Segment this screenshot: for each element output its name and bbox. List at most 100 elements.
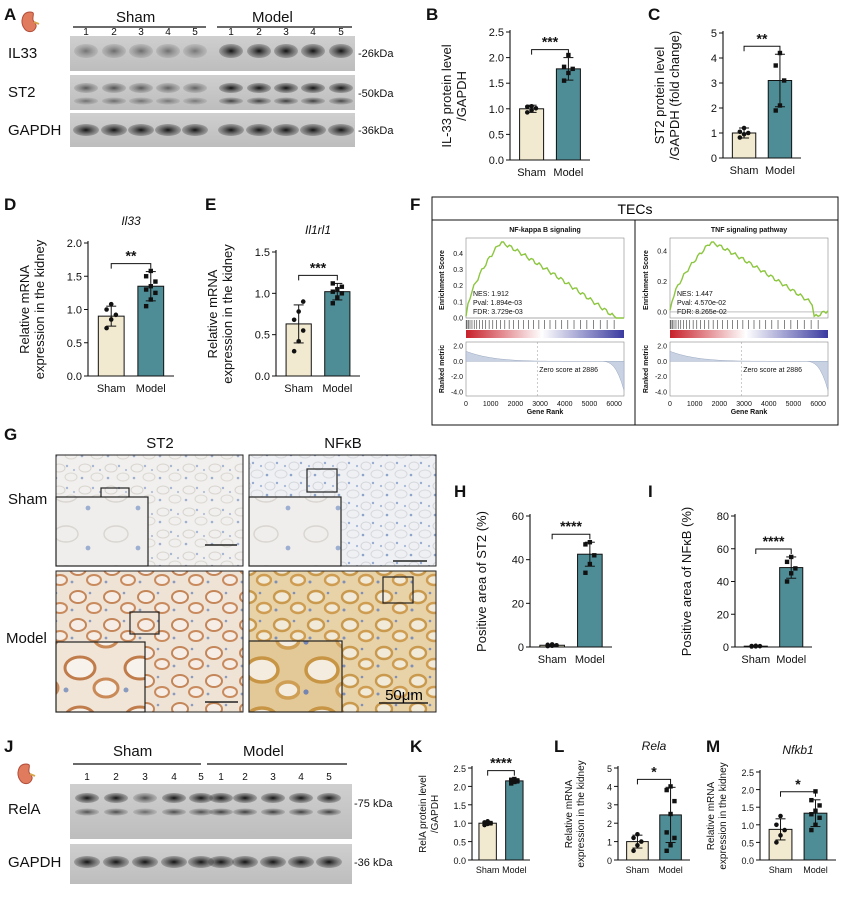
gsea-tnf-metric-tick: -2.0 (655, 374, 667, 381)
gsea-nfkb-xtick: 3000 (532, 401, 548, 408)
blot-j-band-row2-lane3 (132, 856, 158, 868)
gsea-tnf-pval: Pval: 4.570e-02 (677, 300, 726, 307)
gsea-tnf-xtick: 1000 (687, 401, 703, 408)
blot-j-band-row2-lane10 (316, 856, 342, 868)
gsea-tnf-xtick: 4000 (761, 401, 777, 408)
chart-m-ylabel: Relative mRNA (706, 782, 717, 851)
chart-l-ytick-label: 5 (607, 764, 612, 774)
gsea-nfkb-metric-tick: 2.0 (453, 343, 463, 350)
gsea-tnf-es-tick: 0.4 (657, 249, 667, 256)
chart-i-ytick-label: 40 (717, 577, 729, 589)
gsea-tnf-metric-area (669, 350, 829, 391)
blot-a-band2-row2-lane6 (219, 97, 243, 105)
chart-b-bar-model (555, 68, 581, 161)
blot-j-group-model: Model (243, 743, 284, 760)
blot-a-band2-row2-lane5 (183, 97, 207, 105)
gsea-nfkb-nes: NES: 1.912 (473, 291, 509, 298)
blot-j-band-row1-lane3 (133, 793, 157, 803)
blot-a-band-row3-lane1 (73, 124, 99, 136)
ihc-row-label-model: Model (6, 630, 47, 647)
blot-a-band-row3-lane2 (101, 124, 127, 136)
blot-a-band2-row2-lane4 (156, 97, 180, 105)
chart-c-xtick-label: Model (765, 165, 795, 177)
ihc-scale-bar-label: 50μm (385, 687, 423, 704)
gsea-tnf-fdr: FDR: 8.265e-02 (677, 309, 727, 316)
chart-d-ylabel: expression in the kidney (32, 239, 47, 379)
chart-l-xtick-label: Sham (626, 865, 650, 875)
gsea-tnf-xtick: 0 (668, 401, 672, 408)
chart-m-point (809, 827, 814, 833)
chart-l-point (668, 784, 673, 789)
blot-a-band2-row2-lane10 (329, 97, 353, 105)
chart-k: 0.0 0.5 1.0 1.5 2.0 2.5 Sham Model **** RelA prot… (418, 755, 530, 875)
chart-l-point (664, 848, 669, 853)
blot-a-lane-labels: 1 2 3 4 5 1 2 3 4 5 (83, 27, 344, 38)
gsea-tnf-es-curve (669, 241, 829, 318)
blot-j-band-row2-lane1 (74, 856, 100, 868)
kidney-icon (17, 763, 36, 785)
blot-j-lane-8: 3 (270, 772, 276, 783)
chart-d-point (143, 303, 149, 309)
gsea-tnf-zero-score-label: Zero score at 2886 (743, 367, 802, 374)
chart-m-ytick-label: 2.0 (741, 786, 754, 796)
blot-j-band-row1-lane4 (162, 793, 186, 803)
chart-e-significance-label: *** (310, 259, 327, 275)
chart-l-point (639, 839, 644, 844)
chart-i-significance-bracket (755, 548, 792, 554)
gsea-nfkb-fdr: FDR: 3.729e-03 (473, 309, 523, 316)
chart-l-ytick-label: 1 (607, 838, 612, 848)
chart-h-point (545, 642, 551, 648)
chart-l-point (664, 787, 669, 793)
blot-j-lane-10: 5 (326, 772, 332, 783)
chart-l-point (631, 835, 636, 841)
blot-a-band-row3-lane4 (155, 124, 181, 136)
chart-d-point (148, 284, 153, 289)
chart-m-point (817, 803, 822, 808)
gsea-nfkb-es-curve (465, 241, 624, 319)
chart-i-ytick-label: 60 (717, 544, 729, 556)
gsea-nfkb-metric-area (465, 350, 625, 391)
gsea-tnf-xtick: 6000 (810, 401, 826, 408)
blot-j-band-row2-lane9 (288, 856, 314, 868)
chart-d-ytick-label: 2.0 (67, 238, 82, 250)
chart-i-point (784, 579, 790, 584)
chart-h-significance-label: **** (560, 518, 582, 534)
chart-i-ytick-label: 80 (717, 511, 729, 523)
panel-letter-i: I (648, 482, 653, 501)
chart-d-point (108, 301, 114, 307)
chart-k-point (512, 779, 517, 785)
chart-e-point (300, 328, 306, 333)
chart-e-xtick-label: Sham (284, 383, 313, 395)
chart-b-point (524, 110, 530, 115)
chart-b-point (566, 52, 571, 58)
gsea-nfkb-es-tick: 0.2 (453, 283, 463, 290)
chart-c-point (741, 125, 747, 131)
blot-a-group-sham: Sham (116, 9, 155, 26)
blot-j-lane-labels: 1 2 3 4 5 1 2 3 4 5 (84, 772, 332, 783)
chart-d-ytick-label: 0.5 (67, 338, 82, 350)
chart-e-bar-sham (285, 323, 312, 377)
chart-b-point (533, 105, 539, 111)
gsea-nfkb-es-ylabel: Enrichment Score (439, 250, 446, 310)
chart-i-point (789, 554, 794, 560)
chart-c-point (737, 129, 743, 135)
gsea-tnf-nes: NES: 1.447 (677, 291, 713, 298)
blot-a-bands (73, 44, 354, 136)
chart-m-point (778, 813, 783, 819)
chart-e-point (330, 281, 335, 286)
chart-b-ytick-label: 1.0 (489, 104, 504, 116)
chart-h-point (549, 642, 555, 647)
chart-e-point (296, 309, 301, 314)
blot-j-band2-row1-lane7 (233, 808, 257, 816)
ihc-row-label-sham: Sham (8, 491, 47, 508)
chart-i-point (793, 566, 798, 571)
chart-e-bar-model (324, 291, 351, 377)
blot-a-band-row1-lane5 (183, 44, 207, 58)
chart-c-ytick-label: 4 (711, 53, 717, 65)
chart-h-ytick-label: 0 (518, 642, 524, 654)
gsea-nfkb-es-tick: 0.4 (453, 251, 463, 258)
gsea-panel: TECs NF-kappa B signaling 0.4 0.3 0.2 0.1 0.0… (431, 196, 839, 426)
blot-j-band2-row1-lane2 (104, 808, 128, 816)
chart-h-xtick-label: Sham (538, 654, 567, 666)
chart-i-point (753, 643, 759, 649)
